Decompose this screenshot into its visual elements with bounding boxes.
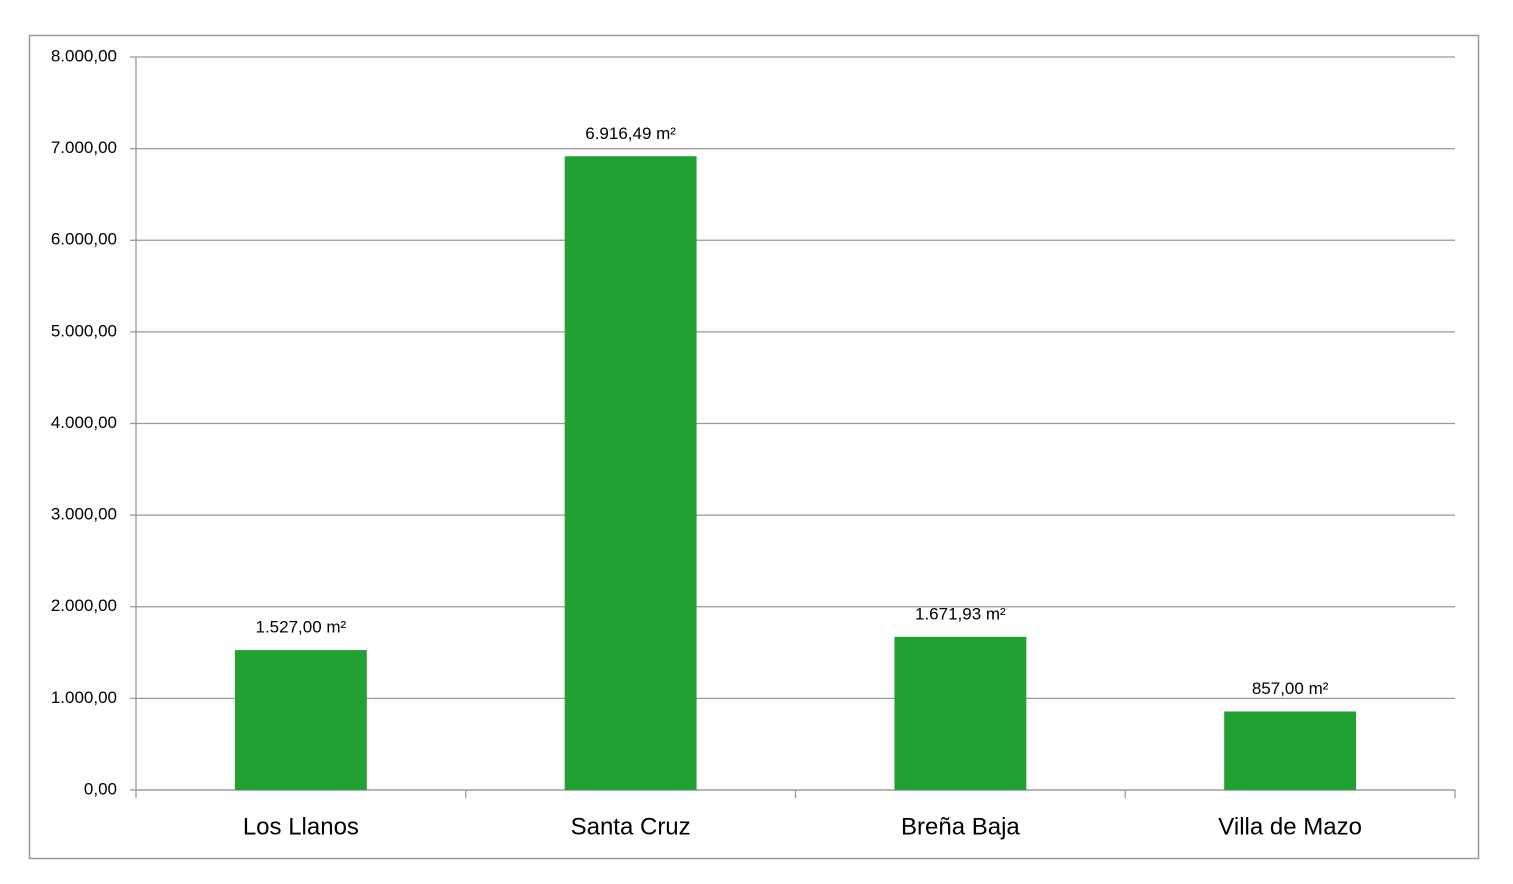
value-label: 1.527,00 m² [256, 618, 347, 637]
value-label: 1.671,93 m² [915, 604, 1006, 623]
y-tick-label: 6.000,00 [51, 230, 117, 249]
bar [1224, 711, 1357, 790]
bar [564, 156, 697, 790]
value-label: 6.916,49 m² [585, 124, 676, 143]
y-tick-label: 8.000,00 [51, 46, 117, 65]
bar [894, 636, 1027, 790]
y-tick-label: 3.000,00 [51, 505, 117, 524]
y-tick-label: 0,00 [84, 779, 117, 798]
y-tick-label: 5.000,00 [51, 321, 117, 340]
bar [234, 650, 367, 790]
y-tick-label: 2.000,00 [51, 596, 117, 615]
x-tick-label: Villa de Mazo [1218, 813, 1362, 840]
y-tick-label: 4.000,00 [51, 413, 117, 432]
x-tick-label: Breña Baja [901, 813, 1020, 840]
x-tick-label: Santa Cruz [571, 813, 691, 840]
value-label: 857,00 m² [1252, 679, 1329, 698]
y-tick-label: 1.000,00 [51, 688, 117, 707]
y-tick-label: 7.000,00 [51, 138, 117, 157]
x-tick-label: Los Llanos [243, 813, 359, 840]
